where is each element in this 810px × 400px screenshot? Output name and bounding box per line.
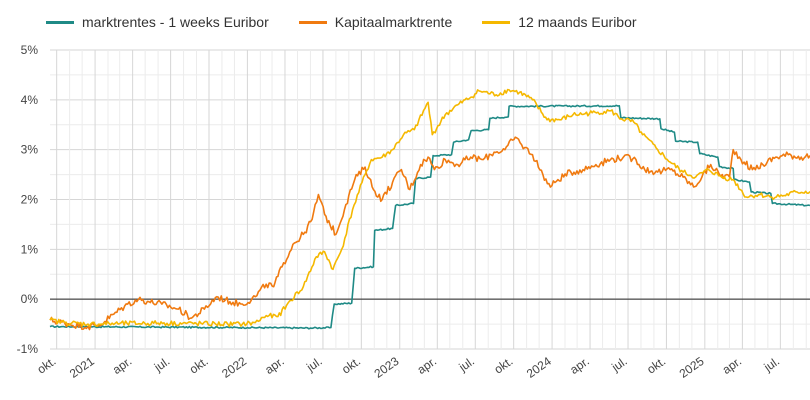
x-tick-label: 2021 [67,354,97,381]
legend-swatch [298,20,327,24]
x-tick-label: 2025 [677,354,707,381]
legend-label: marktrentes - 1 weeks Euribor [82,14,269,30]
x-tick-label: apr. [262,354,286,377]
x-tick-label: jul. [303,354,324,375]
x-tick-label: 2024 [524,354,554,381]
y-tick-label: 1% [21,242,39,256]
legend-item[interactable]: marktrentes - 1 weeks Euribor [46,14,269,30]
x-tick-label: apr. [415,354,439,377]
y-tick-label: -1% [17,342,39,356]
x-tick-label: 2022 [219,354,249,381]
x-tick-label: apr. [567,354,591,377]
x-tick-label: jul. [761,354,782,375]
legend-item[interactable]: 12 maands Euribor [482,14,637,30]
x-tick-label: okt. [187,354,211,377]
y-tick-label: 0% [21,292,39,306]
x-tick-label: 2023 [372,354,402,381]
legend-swatch [482,20,511,24]
x-tick-label: okt. [35,354,59,377]
y-tick-label: 4% [21,93,39,107]
series-line [49,88,810,328]
series-line [49,104,810,330]
legend-label: 12 maands Euribor [518,14,637,30]
x-tick-label: apr. [720,354,744,377]
legend: marktrentes - 1 weeks Euribor Kapitaalmar… [46,14,637,30]
x-tick-label: jul. [608,354,629,375]
y-axis: -1% 0% 1% 2% 3% 4% 5% [17,43,39,356]
legend-swatch [46,20,74,24]
legend-label: Kapitaalmarktrente [334,14,453,30]
x-tick-label: jul. [456,354,477,375]
x-tick-label: okt. [644,354,668,377]
x-tick-label: jul. [151,354,172,375]
y-tick-label: 5% [21,43,39,57]
x-tick-label: okt. [492,354,516,377]
y-tick-label: 2% [21,193,39,207]
x-tick-label: apr. [110,354,134,377]
grid [50,49,810,350]
series-line [49,136,810,331]
legend-item[interactable]: Kapitaalmarktrente [298,14,453,30]
y-tick-label: 3% [21,143,39,157]
x-tick-label: okt. [339,354,363,377]
x-axis: okt. 2021 apr. jul. okt. 2022 apr. jul. okt. 2023… [35,354,783,381]
